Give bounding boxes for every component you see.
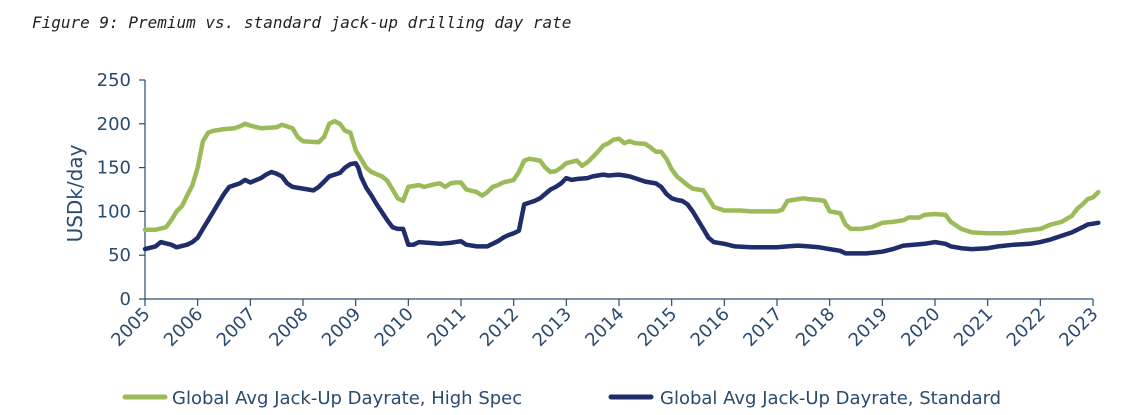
x-axis: 2005 2006 2007 2008 2009 2010 2011 2012 2013 2014… (107, 298, 1103, 351)
x-tick-label: 2007 (213, 304, 260, 351)
y-tick-label: 250 (97, 70, 131, 91)
x-tick-label: 2009 (318, 304, 365, 351)
x-tick-label: 2013 (529, 304, 576, 351)
x-tick-label: 2014 (581, 304, 628, 351)
legend: Global Avg Jack-Up Dayrate, High Spec Glo… (122, 388, 1001, 409)
series-line-high-spec (142, 118, 1101, 236)
x-tick-label: 2008 (265, 304, 312, 351)
x-tick-label: 2011 (423, 304, 470, 351)
figure-title: Figure 9: Premium vs. standard jack-up d… (32, 13, 572, 32)
x-tick-label: 2023 (1055, 304, 1102, 351)
x-tick-label: 2018 (792, 304, 839, 351)
series-lines (142, 118, 1101, 256)
x-tick-label: 2005 (107, 304, 154, 351)
y-tick-label: 150 (97, 158, 131, 179)
y-axis: 0 50 100 150 200 250 USDk/day (63, 70, 146, 310)
y-tick-label: 100 (97, 201, 131, 222)
x-tick-label: 2012 (476, 304, 523, 351)
y-tick-label: 50 (108, 245, 131, 266)
legend-label-standard: Global Avg Jack-Up Dayrate, Standard (660, 388, 1001, 409)
y-tick-label: 0 (120, 289, 131, 310)
y-tick-label: 200 (97, 114, 131, 135)
x-tick-label: 2019 (845, 304, 892, 351)
y-axis-label: USDk/day (63, 144, 87, 242)
x-tick-label: 2006 (160, 304, 207, 351)
x-tick-label: 2022 (1003, 304, 1050, 351)
x-tick-label: 2017 (739, 304, 786, 351)
x-tick-label: 2015 (634, 304, 681, 351)
legend-label-high-spec: Global Avg Jack-Up Dayrate, High Spec (172, 388, 522, 409)
x-tick-label: 2016 (687, 304, 734, 351)
series-line-standard (142, 160, 1101, 256)
x-tick-label: 2020 (897, 304, 944, 351)
x-tick-label: 2010 (371, 304, 418, 351)
x-tick-label: 2021 (950, 304, 997, 351)
